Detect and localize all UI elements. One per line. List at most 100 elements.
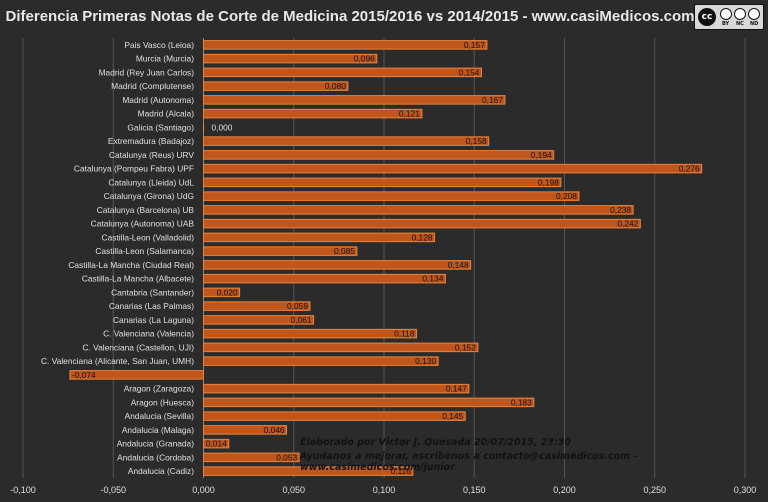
- bar: [203, 301, 311, 311]
- value-label: 0,134: [422, 274, 443, 284]
- chart-title: Diferencia Primeras Notas de Corte de Me…: [5, 8, 695, 25]
- bar: [203, 53, 378, 64]
- x-tick-label: 0,050: [282, 485, 305, 495]
- category-label: Aragon (Zaragoza): [124, 384, 195, 394]
- category-label: Extremadura (Badajoz): [108, 136, 194, 146]
- value-label: 0,154: [459, 67, 480, 77]
- value-label: 0,014: [206, 439, 227, 449]
- x-tick-label: -0,100: [10, 485, 36, 495]
- bar: [203, 260, 472, 270]
- category-label: Aragon (Huesca): [131, 397, 195, 407]
- value-label: 0,116: [391, 466, 412, 476]
- category-label: Canarias (La Laguna): [113, 315, 194, 325]
- bar: [203, 191, 580, 201]
- value-label: 0,096: [354, 54, 375, 64]
- bar: [203, 205, 634, 215]
- category-label: Castilla-La Mancha (Albacete): [82, 274, 194, 284]
- x-tick-label: -0,050: [100, 485, 126, 495]
- category-label: Madrid (Rey Juan Carlos): [99, 67, 195, 77]
- footer-contact: Ayudanos a mejorar, escribenos a contact…: [300, 451, 638, 473]
- bar: [203, 466, 414, 476]
- value-label: 0,198: [538, 177, 559, 187]
- bar: [203, 356, 439, 366]
- category-label: Canarias (Las Palmas): [109, 301, 194, 311]
- value-label: 0,194: [531, 150, 552, 160]
- bar: [203, 315, 315, 325]
- value-label: -0,074: [72, 370, 96, 380]
- bar: [203, 177, 562, 188]
- bar: [203, 40, 488, 50]
- category-label: Catalunya (Pompeu Fabra) UPF: [74, 164, 194, 174]
- x-tick-label: 0,000: [192, 485, 215, 495]
- bar: [203, 108, 423, 119]
- bar: [203, 287, 241, 298]
- category-label: Murcia (Murcia): [136, 54, 194, 64]
- value-label: 0,085: [334, 246, 355, 256]
- category-label: Catalunya (Autonoma) UAB: [91, 219, 195, 229]
- cc-icon: cc: [698, 8, 716, 26]
- category-label: Andalucia (Cadiz): [128, 466, 194, 476]
- value-label: 0,000: [212, 122, 233, 132]
- bar: [203, 438, 230, 449]
- attribution-icon: [720, 8, 732, 20]
- bar: [203, 136, 490, 146]
- bar: [203, 411, 466, 421]
- category-label: Madrid (Alcala): [138, 109, 195, 119]
- value-label: 0,238: [610, 205, 631, 215]
- category-label: Pais Vasco (Leioa): [124, 40, 194, 50]
- x-tick-label: 0,150: [463, 485, 486, 495]
- bar: [203, 383, 470, 394]
- bar: [203, 328, 417, 339]
- bar: [203, 246, 358, 256]
- value-label: 0,061: [291, 315, 312, 325]
- noncommercial-icon: [734, 8, 746, 20]
- category-label: C. Valenciana (Alicante, San Juan, UMH): [41, 356, 194, 366]
- category-label: C. Valenciana (Castellon, UJI): [82, 342, 194, 352]
- license-tag-nc: NC: [736, 21, 744, 27]
- category-label: Andalucia (Granada): [117, 439, 194, 449]
- value-label: 0,046: [264, 425, 285, 435]
- value-label: 0,148: [448, 260, 469, 270]
- bar: [203, 425, 288, 435]
- bar: [203, 273, 446, 284]
- value-label: 0,053: [276, 452, 297, 462]
- x-tick-label: 0,250: [643, 485, 666, 495]
- category-label: Andalucia (Sevilla): [125, 411, 195, 421]
- category-label: Catalunya (Barcelona) UB: [97, 205, 195, 215]
- value-label: 0,145: [442, 411, 463, 421]
- value-label: 0,080: [325, 81, 346, 91]
- value-label: 0,152: [455, 342, 476, 352]
- bar: [203, 397, 535, 408]
- value-label: 0,020: [217, 287, 238, 297]
- value-label: 0,158: [466, 136, 487, 146]
- bar: [203, 232, 436, 243]
- noderivatives-icon: [748, 8, 760, 20]
- category-label: Catalunya (Reus) URV: [109, 150, 194, 160]
- category-label: Cantabria (Santander): [111, 287, 194, 297]
- bar: [203, 150, 555, 160]
- x-tick-label: 0,100: [373, 485, 396, 495]
- category-label: C. Valenciana (Valencia): [103, 329, 194, 339]
- bar: [203, 218, 641, 229]
- value-label: 0,167: [482, 95, 503, 105]
- value-label: 0,276: [679, 164, 700, 174]
- category-label: Castilla-Leon (Salamanca): [95, 246, 194, 256]
- license-tag-by: BY: [722, 21, 730, 27]
- x-tick-label: 0,200: [553, 485, 576, 495]
- category-label: Andalucia (Malaga): [122, 425, 194, 435]
- bar: [69, 370, 205, 380]
- x-tick-label: 0,300: [734, 485, 757, 495]
- category-label: Andalucia (Cordoba): [117, 452, 194, 462]
- value-label: 0,130: [415, 356, 436, 366]
- license-tag-nd: ND: [750, 21, 759, 27]
- bar: [203, 342, 479, 353]
- bar: [203, 81, 349, 91]
- category-label: Castilla-La Mancha (Ciudad Real): [68, 260, 194, 270]
- category-label: Catalunya (Lleida) UdL: [108, 177, 194, 187]
- category-label: Catalunya (Girona) UdG: [104, 191, 194, 201]
- category-label: Galicia (Santiago): [127, 122, 194, 132]
- value-label: 0,208: [556, 191, 577, 201]
- category-label: Madrid (Autonoma): [122, 95, 194, 105]
- bar: [203, 452, 300, 463]
